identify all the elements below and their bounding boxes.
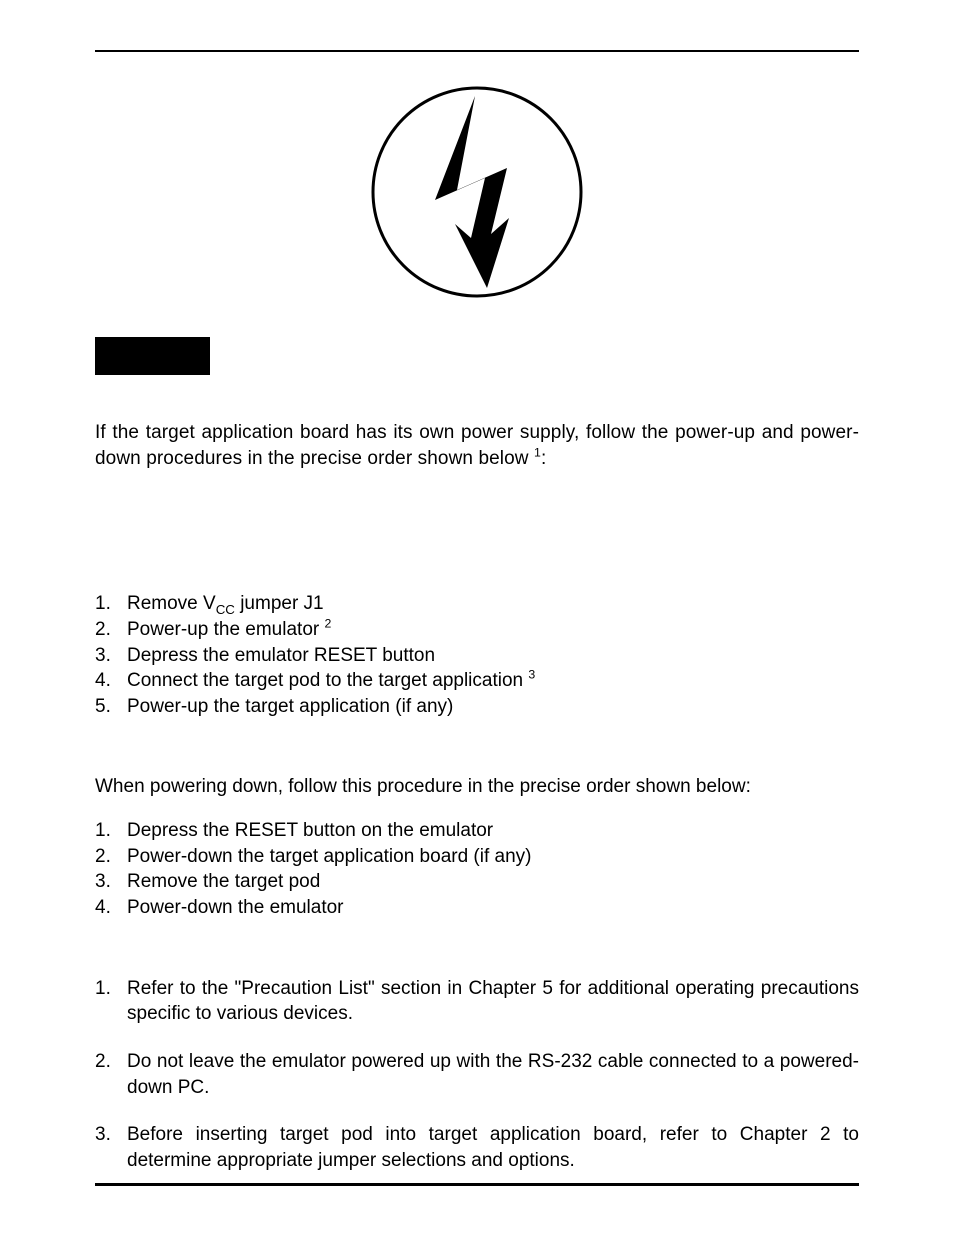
list-item: Power-up the target application (if any) [95, 694, 859, 720]
footnotes-list: Refer to the "Precaution List" section i… [95, 976, 859, 1174]
intro-text-after: : [541, 448, 546, 469]
list-item: Depress the RESET button on the emulator [95, 818, 859, 844]
power-down-list: Depress the RESET button on the emulator… [95, 818, 859, 921]
list-item: Refer to the "Precaution List" section i… [95, 976, 859, 1027]
list-item: Power-down the emulator [95, 895, 859, 921]
list-item: Power-up the emulator 2 [95, 617, 859, 643]
list-item: Remove the target pod [95, 869, 859, 895]
intro-text-before: If the target application board has its … [95, 422, 859, 469]
list-item: Depress the emulator RESET button [95, 643, 859, 669]
intro-footnote-ref: 1 [534, 445, 541, 459]
list-item: Do not leave the emulator powered up wit… [95, 1049, 859, 1100]
top-rule [95, 50, 859, 52]
document-page: If the target application board has its … [0, 0, 954, 1236]
power-down-intro: When powering down, follow this procedur… [95, 774, 859, 800]
list-item: Before inserting target pod into target … [95, 1122, 859, 1173]
list-item: Connect the target pod to the target app… [95, 668, 859, 694]
electric-shock-icon [367, 82, 587, 302]
list-item: Remove VCC jumper J1 [95, 591, 859, 617]
bottom-rule [95, 1183, 859, 1186]
list-item: Power-down the target application board … [95, 844, 859, 870]
power-up-list: Remove VCC jumper J1 Power-up the emulat… [95, 591, 859, 719]
hazard-symbol [95, 82, 859, 307]
warning-label-box [95, 337, 210, 375]
intro-paragraph: If the target application board has its … [95, 420, 859, 471]
